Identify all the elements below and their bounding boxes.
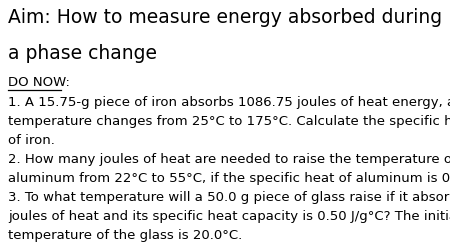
- Text: DO NOW:: DO NOW:: [8, 76, 70, 89]
- Text: a phase change: a phase change: [8, 44, 157, 63]
- Text: Aim: How to measure energy absorbed during: Aim: How to measure energy absorbed duri…: [8, 8, 442, 27]
- Text: temperature of the glass is 20.0°C.: temperature of the glass is 20.0°C.: [8, 228, 242, 241]
- Text: of iron.: of iron.: [8, 134, 55, 146]
- Text: 3. To what temperature will a 50.0 g piece of glass raise if it absorbs 5275: 3. To what temperature will a 50.0 g pie…: [8, 190, 450, 203]
- Text: temperature changes from 25°C to 175°C. Calculate the specific heat capacity: temperature changes from 25°C to 175°C. …: [8, 115, 450, 128]
- Text: joules of heat and its specific heat capacity is 0.50 J/g°C? The initial: joules of heat and its specific heat cap…: [8, 209, 450, 222]
- Text: 1. A 15.75-g piece of iron absorbs 1086.75 joules of heat energy, and its: 1. A 15.75-g piece of iron absorbs 1086.…: [8, 96, 450, 109]
- Text: aluminum from 22°C to 55°C, if the specific heat of aluminum is 0.90 J/g°C?: aluminum from 22°C to 55°C, if the speci…: [8, 171, 450, 184]
- Text: 2. How many joules of heat are needed to raise the temperature of 10.0 g of: 2. How many joules of heat are needed to…: [8, 152, 450, 165]
